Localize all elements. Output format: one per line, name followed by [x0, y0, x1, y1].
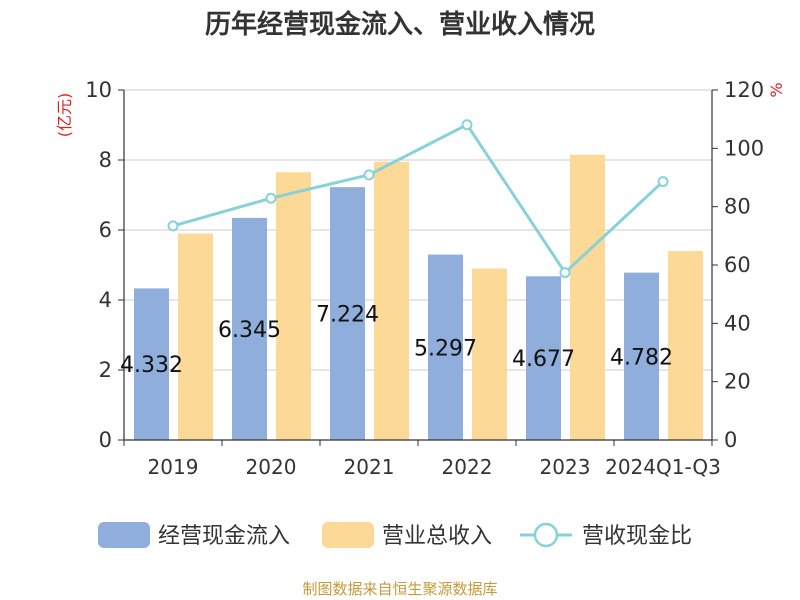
- bar-cash-inflow: [232, 217, 267, 440]
- point-ratio: [559, 267, 571, 279]
- point-ratio: [461, 119, 473, 131]
- x-tick-label: 2021: [344, 455, 395, 479]
- bar-revenue: [472, 268, 507, 440]
- chart-title: 历年经营现金流入、营业收入情况: [205, 9, 595, 40]
- y-left-tick-label: 6: [99, 218, 112, 242]
- y-right-tick-label: 40: [724, 311, 751, 335]
- legend-swatch-cash-inflow: [98, 522, 150, 548]
- data-label-cash-inflow: 4.782: [610, 345, 673, 370]
- data-label-cash-inflow: 4.332: [120, 353, 183, 378]
- y-left-tick-label: 0: [99, 428, 112, 452]
- bar-cash-inflow: [428, 254, 463, 440]
- y-right-tick-label: 0: [724, 428, 737, 452]
- y-left-tick-label: 8: [99, 148, 112, 172]
- y-right-unit-label: %: [767, 82, 786, 97]
- legend: 经营现金流入 营业总收入 营收现金比: [98, 522, 692, 549]
- data-label-cash-inflow: 6.345: [218, 318, 281, 343]
- y-right-tick-label: 20: [724, 370, 751, 394]
- data-label-cash-inflow: 4.677: [512, 347, 575, 372]
- bar-revenue: [374, 161, 409, 440]
- point-ratio: [657, 176, 669, 188]
- y-left-tick-label: 4: [99, 288, 112, 312]
- data-label-cash-inflow: 7.224: [316, 303, 379, 328]
- bar-series: [134, 154, 703, 440]
- point-ratio: [363, 169, 375, 181]
- legend-swatch-revenue: [322, 522, 374, 548]
- data-label-cash-inflow: 5.297: [414, 336, 477, 361]
- bar-revenue: [570, 154, 605, 440]
- data-labels: 4.332 6.345 7.224 5.297 4.677 4.782: [120, 303, 673, 379]
- bar-revenue: [668, 251, 703, 440]
- line-series: [167, 119, 669, 279]
- source-note: 制图数据来自恒生聚源数据库: [302, 580, 497, 598]
- x-tick-label: 2019: [148, 455, 199, 479]
- legend-label-ratio: 营收现金比: [582, 524, 692, 549]
- y-left-tick-label: 10: [85, 78, 112, 102]
- legend-label-cash-inflow: 经营现金流入: [158, 524, 290, 549]
- y-left-unit-label: (亿元): [55, 93, 74, 138]
- legend-marker-ratio: [533, 522, 559, 548]
- y-right-tick-label: 80: [724, 195, 751, 219]
- y-right-tick-label: 100: [724, 136, 764, 160]
- y-right-tick-label: 60: [724, 253, 751, 277]
- bar-cash-inflow: [526, 276, 561, 440]
- x-tick-label: 2022: [442, 455, 493, 479]
- point-ratio: [265, 192, 277, 204]
- line-ratio: [172, 122, 665, 275]
- point-ratio: [167, 220, 179, 232]
- bar-revenue: [178, 233, 213, 440]
- y-right-tick-label: 120: [724, 78, 764, 102]
- x-tick-label: 2020: [246, 455, 297, 479]
- bar-cash-inflow: [134, 288, 169, 440]
- y-left-tick-label: 2: [99, 358, 112, 382]
- bar-cash-inflow: [330, 187, 365, 440]
- x-tick-label: 2023: [540, 455, 591, 479]
- x-tick-label: 2024Q1-Q3: [605, 455, 721, 479]
- legend-label-revenue: 营业总收入: [382, 524, 492, 549]
- grid-lines: [124, 89, 712, 371]
- bar-cash-inflow: [624, 272, 659, 440]
- bar-revenue: [276, 172, 311, 440]
